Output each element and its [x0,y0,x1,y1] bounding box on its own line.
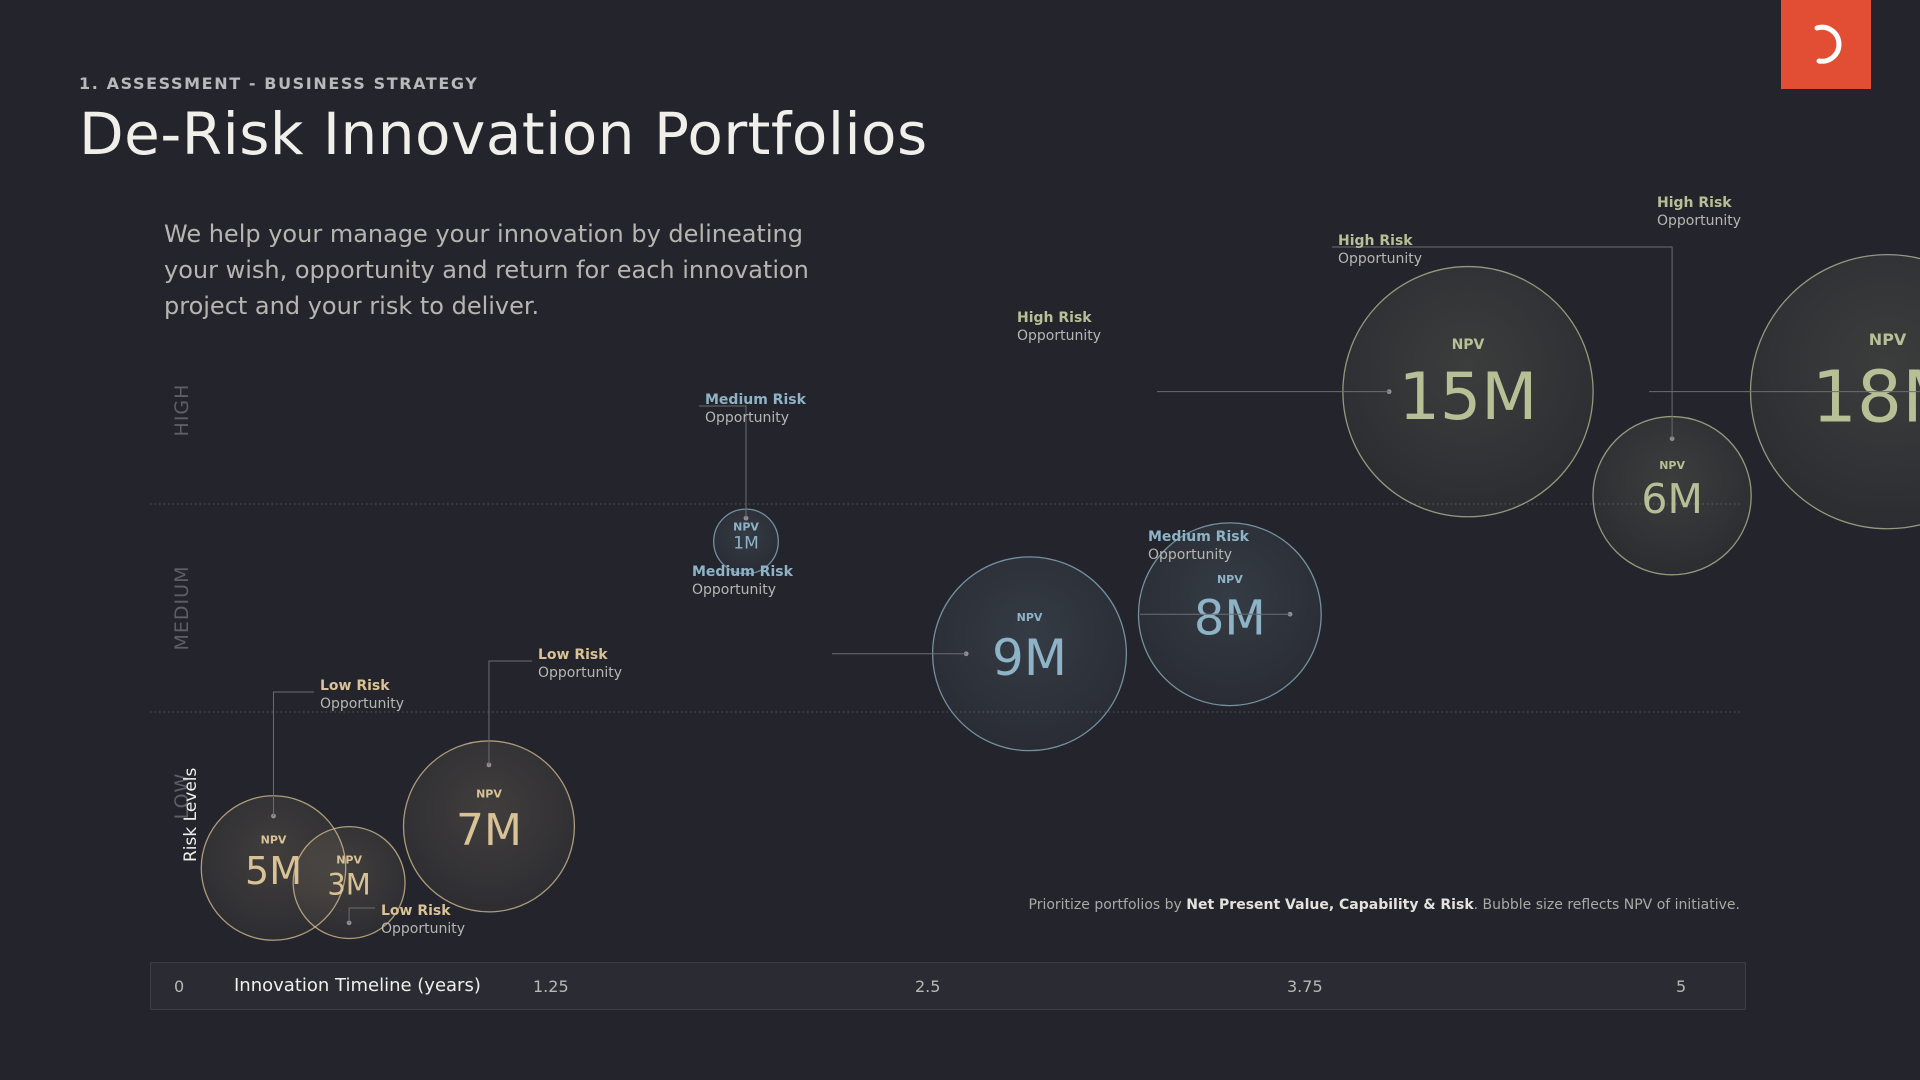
intro-paragraph: We help your manage your innovation by d… [164,220,809,320]
annotation-risk-1: Low Risk [381,903,451,919]
annotation-risk-5: Medium Risk [1148,529,1250,545]
bubble-value-5m: 5M [245,849,302,893]
annotation-risk-0: Low Risk [320,678,390,694]
bubble-prefix-1m: NPV [733,520,759,533]
leader-line-3 [699,405,747,519]
bubble-value-6m: 6M [1641,475,1702,523]
annotation-opportunity-7: Opportunity [1338,251,1422,267]
annotation-opportunity-1: Opportunity [381,921,465,937]
annotation-opportunity-8: Opportunity [1657,213,1741,229]
section-eyebrow: 1. ASSESSMENT - BUSINESS STRATEGY [79,74,479,93]
x-axis-title: Innovation Timeline (years) [234,975,481,996]
bubble-value-18m: 18M [1812,356,1920,439]
x-tick-1: 1.25 [533,977,569,996]
bubble-prefix-3m: NPV [336,854,362,867]
bubble-prefix-5m: NPV [261,833,287,846]
x-tick-3: 3.75 [1287,977,1323,996]
annotation-opportunity-2: Opportunity [538,665,622,681]
x-tick-2: 2.5 [915,977,941,996]
bubble-prefix-8m: NPV [1217,573,1243,586]
leader-line-0 [273,691,314,816]
chart-footnote: Prioritize portfolios by Net Present Val… [1028,897,1741,913]
brand-logo[interactable] [1781,0,1871,89]
annotation-opportunity-4: Opportunity [692,582,776,598]
annotation-opportunity-0: Opportunity [320,696,404,712]
annotation-opportunity-5: Opportunity [1148,547,1232,563]
bubble-value-15m: 15M [1399,360,1538,435]
x-axis-bar: 0 Innovation Timeline (years) 1.25 2.5 3… [150,962,1746,1010]
annotation-risk-3: Medium Risk [705,392,807,408]
bubble-prefix-15m: NPV [1452,337,1485,353]
annotation-opportunity-3: Opportunity [705,410,789,426]
risk-level-label-medium: MEDIUM [171,566,193,651]
x-tick-0: 0 [174,977,185,996]
annotation-risk-7: High Risk [1338,233,1413,249]
bubble-prefix-7m: NPV [476,787,502,800]
bubble-value-1m: 1M [733,534,758,554]
leader-line-1 [348,907,375,923]
bubble-value-3m: 3M [327,868,370,902]
risk-level-label-high: HIGH [171,384,193,437]
bubble-prefix-6m: NPV [1659,459,1685,472]
bubble-npv-3m [292,825,406,940]
leader-line-2 [488,660,532,765]
annotation-risk-6: High Risk [1017,310,1092,326]
bubble-prefix-18m: NPV [1869,330,1907,349]
annotation-risk-8: High Risk [1657,195,1732,211]
annotation-risk-2: Low Risk [538,647,608,663]
risk-level-label-low: LOW [171,773,193,820]
page-title: De-Risk Innovation Portfolios [79,100,928,168]
x-tick-4: 5 [1676,977,1687,996]
bubble-value-8m: 8M [1194,590,1266,646]
annotation-risk-4: Medium Risk [692,564,794,580]
bubble-value-9m: 9M [992,629,1067,687]
annotation-opportunity-6: Opportunity [1017,328,1101,344]
leader-line-7 [1332,246,1673,439]
bubble-value-7m: 7M [456,805,522,856]
brand-mark-icon [1814,24,1842,64]
y-axis-title: Risk Levels [181,767,201,862]
bubble-prefix-9m: NPV [1017,611,1043,624]
